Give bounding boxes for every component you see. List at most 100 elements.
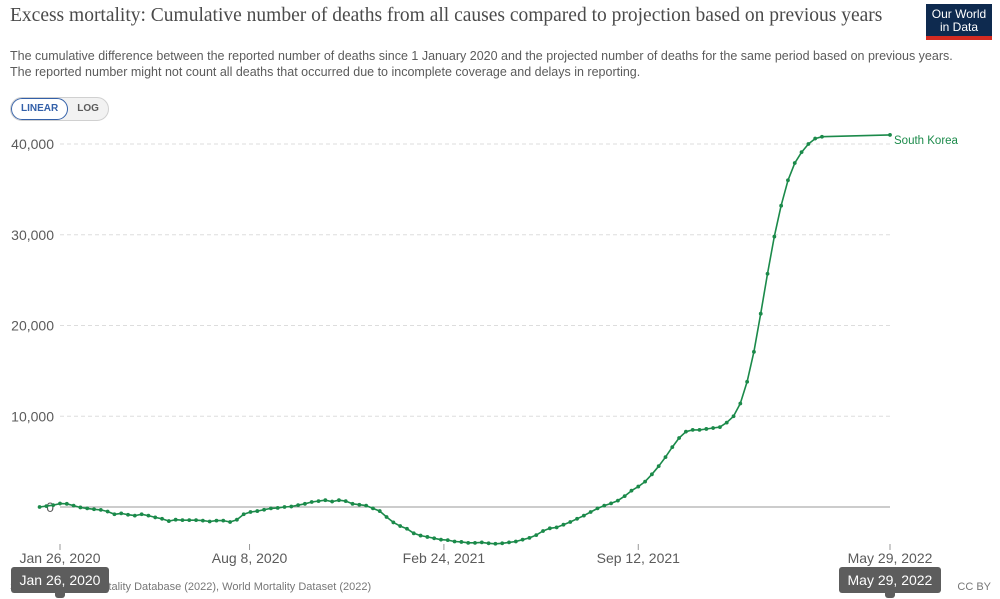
x-tick-label: Feb 24, 2021	[403, 550, 486, 566]
data-point	[207, 519, 212, 524]
data-point	[92, 507, 96, 512]
data-point	[615, 498, 620, 503]
data-point	[588, 510, 593, 514]
data-point	[200, 518, 205, 523]
data-point	[677, 436, 681, 440]
data-point	[119, 511, 124, 516]
data-point	[575, 516, 579, 521]
data-point	[690, 427, 695, 432]
data-point	[758, 311, 763, 316]
data-point	[786, 178, 790, 183]
data-point	[629, 488, 634, 493]
data-point	[303, 501, 307, 506]
data-point	[384, 515, 389, 519]
scale-toggle: LINEAR LOG	[10, 97, 109, 121]
y-tick-label: 0	[46, 499, 54, 515]
data-point	[214, 518, 219, 523]
data-point	[704, 427, 709, 431]
data-point	[684, 429, 688, 434]
logo-line-1: Our World	[931, 7, 987, 21]
data-point	[452, 539, 457, 544]
data-point	[670, 445, 675, 450]
data-point	[486, 541, 491, 546]
data-point	[663, 455, 668, 459]
data-point	[309, 500, 314, 504]
data-point	[656, 464, 661, 469]
data-point	[241, 512, 246, 517]
data-point	[765, 271, 770, 276]
data-point	[234, 517, 239, 522]
data-point	[649, 472, 654, 477]
data-point	[350, 501, 355, 506]
data-point	[888, 133, 892, 137]
data-point	[132, 513, 137, 518]
data-point	[337, 498, 341, 503]
data-point	[160, 516, 164, 521]
data-point	[275, 506, 280, 510]
x-tick-label: Jan 26, 2020	[20, 550, 101, 566]
chart-title: Excess mortality: Cumulative number of d…	[10, 5, 883, 26]
data-point	[126, 512, 130, 517]
data-point	[534, 533, 539, 538]
data-point	[772, 234, 777, 239]
data-point	[357, 502, 362, 507]
data-point	[513, 539, 518, 544]
data-point	[554, 525, 559, 530]
data-point	[405, 526, 409, 531]
y-axis: 0 10,000 20,000 30,000 40,000	[11, 136, 54, 515]
data-point	[466, 540, 471, 545]
owid-logo[interactable]: Our World in Data	[926, 4, 992, 40]
data-point	[418, 533, 423, 538]
chart-subtitle: The cumulative difference between the re…	[10, 49, 953, 79]
data-point	[78, 505, 83, 510]
data-point	[425, 535, 430, 539]
data-point	[806, 142, 811, 146]
y-tick-label: 10,000	[11, 408, 54, 424]
data-point	[248, 510, 253, 514]
data-point	[71, 503, 76, 508]
data-point	[411, 531, 416, 536]
data-point	[711, 426, 716, 430]
data-point	[105, 509, 110, 514]
timeline-end-handle[interactable]: May 29, 2022	[838, 567, 942, 598]
data-point	[609, 501, 613, 506]
log-scale-button[interactable]: LOG	[77, 103, 99, 114]
timeline-start-handle[interactable]: Jan 26, 2020	[10, 567, 110, 598]
data-point	[296, 503, 301, 508]
data-point	[221, 518, 226, 523]
license-link[interactable]: CC BY	[957, 581, 991, 593]
series-label: South Korea	[894, 135, 959, 147]
data-point	[64, 501, 69, 506]
data-point	[44, 504, 49, 508]
data-point	[391, 520, 396, 525]
x-tick-label: Aug 8, 2020	[212, 550, 288, 566]
data-point	[377, 509, 382, 513]
data-point	[745, 379, 750, 384]
data-point	[187, 518, 192, 523]
data-point	[731, 414, 736, 419]
data-point	[643, 479, 647, 484]
data-point	[262, 507, 266, 512]
data-point	[697, 427, 702, 432]
linear-scale-button[interactable]: LINEAR	[11, 98, 69, 120]
data-point	[166, 519, 171, 523]
x-tick-label: Sep 12, 2021	[597, 550, 681, 566]
data-point	[459, 540, 464, 544]
data-point	[473, 540, 477, 545]
data-point	[527, 535, 532, 540]
data-point	[799, 150, 804, 155]
data-point	[85, 506, 90, 511]
data-point	[269, 506, 273, 511]
data-point	[445, 538, 450, 543]
data-point	[561, 522, 566, 527]
data-point	[343, 499, 348, 504]
data-point	[479, 540, 484, 545]
data-point	[622, 494, 627, 499]
data-point	[718, 425, 722, 430]
data-point	[58, 501, 62, 506]
data-point	[595, 506, 600, 511]
logo-line-2: in Data	[939, 20, 979, 34]
data-point	[507, 540, 511, 545]
data-point	[432, 536, 437, 541]
data-point	[98, 508, 103, 512]
